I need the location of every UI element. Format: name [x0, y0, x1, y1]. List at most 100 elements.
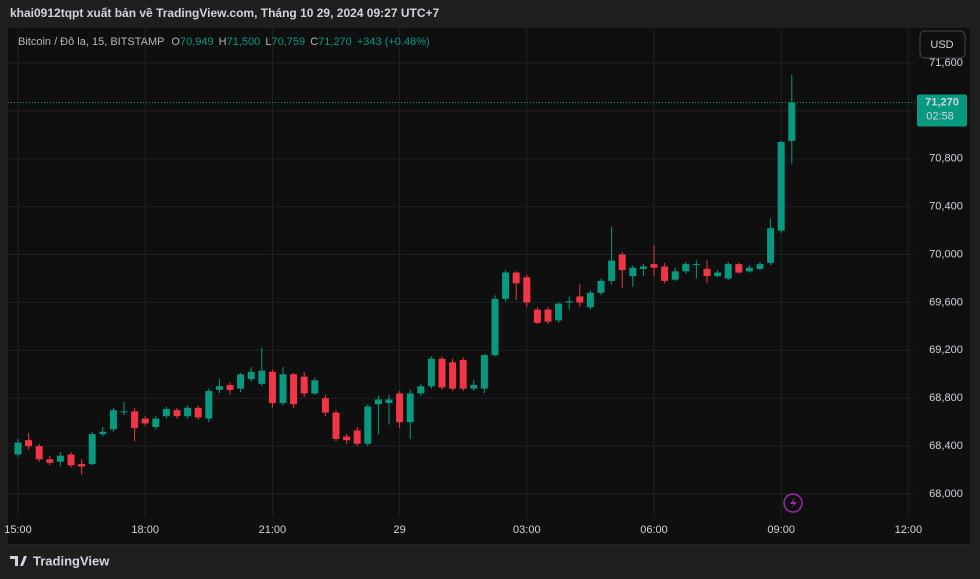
y-tick-label: 68,800 [929, 392, 963, 404]
candle-body [682, 264, 690, 272]
candle-body [512, 272, 520, 284]
candle-body [120, 411, 128, 413]
x-tick-label: 03:00 [513, 524, 541, 536]
candle-body [597, 280, 605, 293]
candle-body [215, 386, 223, 390]
x-tick-label: 15:00 [4, 524, 32, 536]
y-tick-label: 71,600 [929, 57, 963, 69]
candle-body [608, 260, 616, 281]
y-tick-label: 70,800 [929, 153, 963, 165]
candle-body [586, 292, 594, 308]
candle-body [555, 303, 563, 321]
candle-body [523, 277, 531, 303]
x-tick-label: 12:00 [895, 524, 923, 536]
c-label: C [310, 36, 318, 48]
low: 70,759 [271, 36, 305, 48]
candle-body [321, 398, 329, 413]
chart-area [8, 28, 970, 545]
candle-body [565, 301, 573, 303]
candle-body [735, 264, 743, 273]
candle-body [671, 271, 679, 280]
candle-body [99, 431, 107, 435]
candle-body [777, 141, 785, 231]
change: +343 (+0.48%) [357, 36, 430, 48]
event-icon[interactable] [783, 493, 803, 513]
candle-body [364, 406, 372, 444]
candle-body [385, 399, 393, 404]
candle-body [141, 418, 149, 424]
candle-body [629, 267, 637, 277]
candle-body [438, 358, 446, 388]
candle-body [745, 267, 753, 272]
candle-body [767, 228, 775, 263]
candle-body [311, 380, 319, 394]
candle-body [109, 410, 117, 430]
candle-body [152, 418, 160, 427]
candle-body [25, 440, 33, 447]
y-tick-label: 69,200 [929, 344, 963, 356]
candle-body [88, 434, 96, 465]
candle-body [374, 399, 382, 405]
candle-body [46, 459, 54, 463]
candle-body [661, 266, 669, 281]
candle-body [332, 412, 340, 439]
candle-body [205, 391, 213, 419]
candle-body [544, 309, 552, 322]
currency-button[interactable] [919, 30, 966, 59]
candle-body [343, 436, 351, 441]
candle-body [67, 454, 75, 466]
x-tick-label: 29 [393, 524, 405, 536]
x-tick-label: 06:00 [640, 524, 668, 536]
candle-body [470, 385, 478, 389]
publisher: khai0912tqpt xuất bản về TradingView.com… [10, 6, 439, 20]
x-tick-label: 21:00 [259, 524, 287, 536]
candle-body [258, 370, 266, 384]
candle-body [703, 268, 711, 277]
brand: TradingView [33, 553, 110, 568]
last-price-box [917, 94, 967, 127]
candle-body [396, 393, 404, 423]
candle-body [788, 102, 796, 141]
candle-body [618, 254, 626, 271]
y-tick-label: 68,400 [929, 440, 963, 452]
last-price-label: 71,270 [925, 96, 959, 108]
y-tick-label: 70,000 [929, 248, 963, 260]
candle-body [162, 408, 170, 417]
candle-body [756, 264, 764, 269]
y-tick-label: 69,600 [929, 296, 963, 308]
candle-body [279, 374, 287, 404]
candle-body [237, 374, 245, 389]
candle-body [35, 446, 43, 460]
candle-body [406, 393, 414, 423]
o-label: O [171, 36, 180, 48]
candle-body [417, 386, 425, 394]
candle-body [459, 359, 467, 389]
candle-body [692, 264, 700, 266]
candle-body [78, 464, 86, 467]
candle-body [724, 264, 732, 279]
candle-body [131, 411, 139, 429]
candle-body [173, 410, 181, 417]
candle-body [576, 296, 584, 303]
l-label: L [265, 36, 271, 48]
currency[interactable]: USD [930, 39, 953, 51]
candle-body [491, 298, 499, 356]
candle-body [480, 355, 488, 389]
y-tick-label: 68,000 [929, 488, 963, 500]
logo [10, 556, 27, 566]
x-tick-label: 18:00 [131, 524, 159, 536]
y-tick-label: 70,400 [929, 201, 963, 213]
h-label: H [219, 36, 227, 48]
open: 70,949 [180, 36, 214, 48]
candle-body [14, 442, 22, 455]
candle-body [226, 385, 234, 390]
event-bolt [790, 497, 797, 509]
legend: Bitcoin / Đô la, 15, BITSTAMP O70,949 H 7… [18, 36, 430, 48]
candle-body [650, 264, 658, 268]
x-tick-label: 09:00 [767, 524, 795, 536]
candle-body [184, 407, 192, 417]
candle-body [449, 362, 457, 389]
candle-body [533, 309, 541, 323]
symbol: Bitcoin / Đô la, 15, BITSTAMP [18, 36, 164, 48]
